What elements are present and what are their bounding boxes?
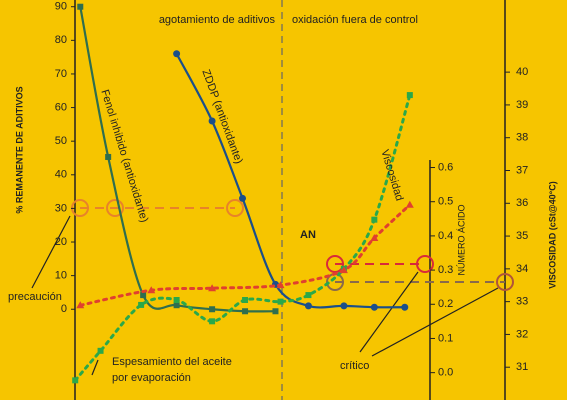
annotation: oxidación fuera de control [292, 14, 418, 26]
marker [97, 347, 104, 354]
marker [276, 281, 285, 289]
marker [242, 297, 249, 303]
marker [339, 266, 348, 274]
marker [173, 302, 180, 309]
ring [226, 199, 244, 217]
marker [277, 298, 284, 305]
ring [326, 255, 344, 273]
y2-tick-label: 37 [516, 164, 528, 176]
annotation: por evaporación [112, 372, 191, 384]
y3-tick-label: 0.1 [438, 332, 453, 344]
series-line [175, 52, 406, 309]
y-tick-label: 90 [55, 1, 67, 13]
marker [406, 92, 413, 99]
marker [209, 306, 216, 313]
y2-tick-label: 35 [516, 230, 528, 242]
y2-tick-label: 32 [516, 328, 528, 340]
arrow [31, 215, 71, 289]
y3-axis-label: NÚMERO ÁCIDO [456, 204, 466, 275]
arrows [31, 215, 499, 376]
marker [208, 284, 217, 292]
series-label: AN [300, 229, 316, 241]
arrow [359, 271, 419, 353]
marker [405, 200, 414, 208]
marker [370, 303, 378, 311]
y2-tick-label: 39 [516, 99, 528, 111]
y3-tick-label: 0.5 [438, 196, 453, 208]
y2-tick-label: 38 [516, 132, 528, 144]
y-tick-label: 50 [55, 135, 67, 147]
marker [304, 302, 312, 310]
y2-tick-label: 33 [516, 296, 528, 308]
marker [147, 286, 156, 294]
marker [305, 292, 312, 299]
y3-tick-label: 0.3 [438, 264, 453, 276]
y2-tick-label: 40 [516, 66, 528, 78]
annotation: precaución [8, 291, 62, 303]
y3-tick-label: 0.0 [438, 367, 453, 379]
marker [401, 303, 409, 311]
y2-tick-label: 36 [516, 197, 528, 209]
marker [105, 153, 112, 160]
marker [76, 301, 85, 309]
y-tick-label: 30 [55, 202, 67, 214]
y-tick-label: 80 [55, 34, 67, 46]
y-tick-label: 70 [55, 68, 67, 80]
arrow [371, 287, 499, 357]
marker [209, 318, 216, 325]
ring [106, 199, 124, 217]
y3-tick-label: 0.2 [438, 298, 453, 310]
marker [370, 233, 379, 241]
marker [77, 3, 84, 10]
marker [173, 297, 180, 303]
annotation: crítico [340, 360, 369, 372]
ring [416, 255, 434, 273]
marker [138, 301, 145, 308]
y3-tick-label: 0.4 [438, 230, 453, 242]
marker [239, 194, 247, 202]
marker [371, 216, 378, 223]
marker [340, 302, 348, 310]
marker [272, 308, 279, 315]
y-tick-label: 20 [55, 236, 67, 248]
marker [72, 377, 79, 384]
annotation: agotamiento de aditivos [159, 14, 276, 26]
marker [173, 50, 181, 58]
y2-tick-label: 34 [516, 263, 528, 275]
annotation: Espesamiento del aceite [112, 356, 232, 368]
y-tick-label: 0 [61, 303, 67, 315]
y2-tick-label: 31 [516, 361, 528, 373]
y2-axis-label: VISCOSIDAD (cSt@40°C) [547, 181, 557, 288]
arrow [91, 359, 99, 376]
y-tick-label: 10 [55, 270, 67, 282]
marker [242, 308, 249, 315]
marker [208, 117, 216, 125]
y-axis-label: % REMANENTE DE ADITIVOS [14, 86, 24, 213]
y-tick-label: 60 [55, 101, 67, 113]
y3-tick-label: 0.6 [438, 161, 453, 173]
series-line [73, 93, 412, 382]
y-tick-label: 40 [55, 169, 67, 181]
ring [496, 273, 514, 291]
marker [140, 292, 147, 299]
